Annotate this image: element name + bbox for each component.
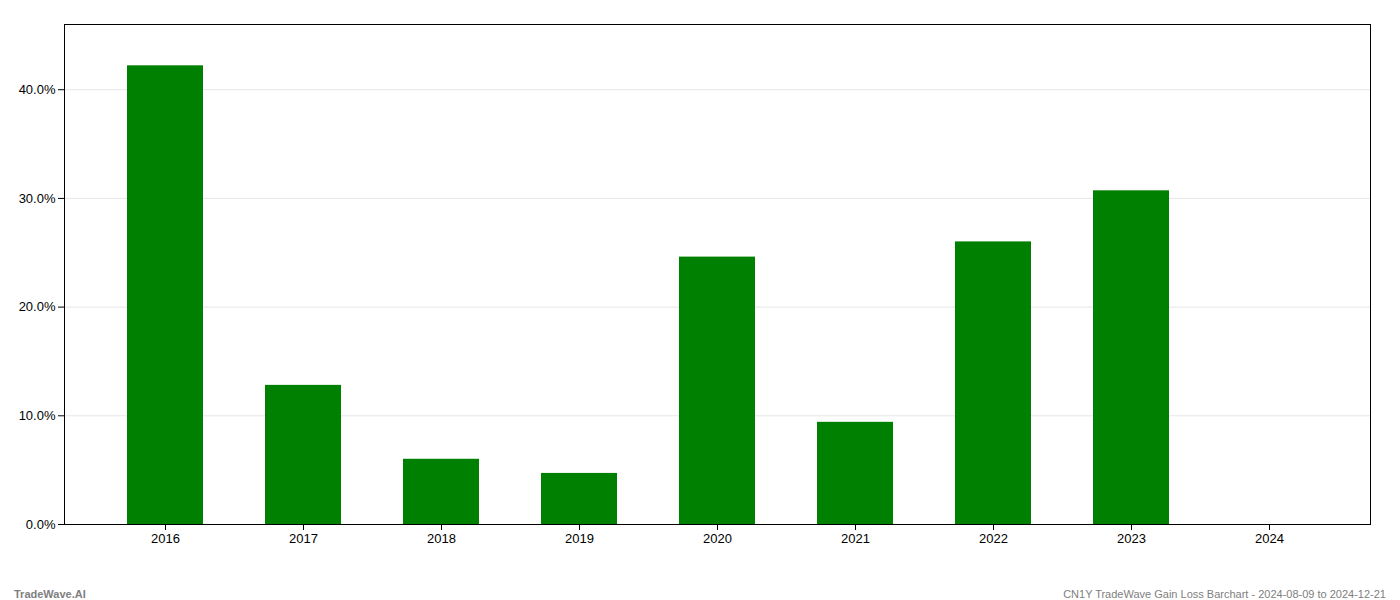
svg-text:2019: 2019 [565,531,594,546]
svg-text:40.0%: 40.0% [19,82,56,97]
svg-text:0.0%: 0.0% [26,517,56,532]
svg-text:10.0%: 10.0% [19,408,56,423]
svg-text:2021: 2021 [841,531,870,546]
svg-text:2020: 2020 [703,531,732,546]
html-text:TradeWave.AI: TradeWave.AI [14,588,86,600]
svg-text:2024: 2024 [1255,531,1284,546]
svg-text:20.0%: 20.0% [19,299,56,314]
html-text:CN1Y TradeWave Gain Loss Barch: CN1Y TradeWave Gain Loss Barchart - 2024… [1063,588,1386,600]
svg-text:2018: 2018 [427,531,456,546]
svg-text:2022: 2022 [979,531,1008,546]
svg-text:2016: 2016 [151,531,180,546]
svg-text:2023: 2023 [1117,531,1146,546]
svg-text:30.0%: 30.0% [19,191,56,206]
svg-text:2017: 2017 [289,531,318,546]
